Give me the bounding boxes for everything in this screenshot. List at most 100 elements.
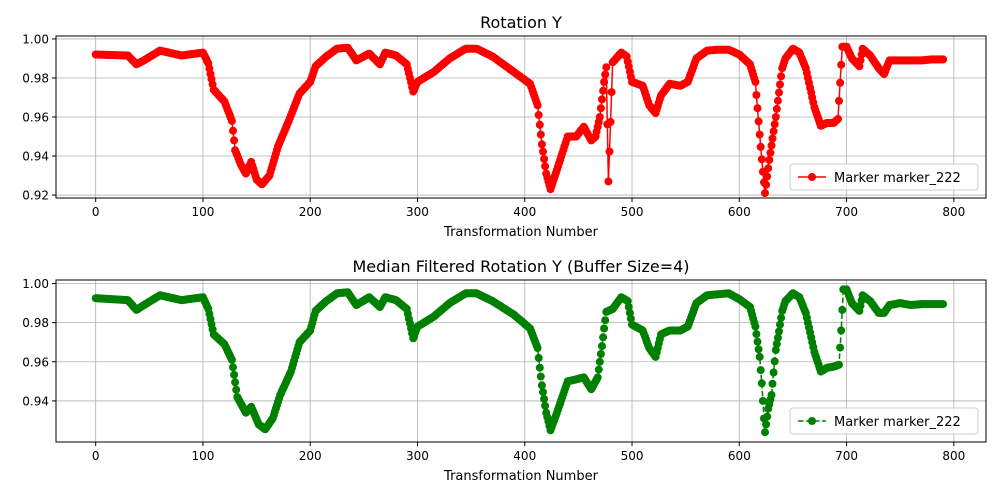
legend: Marker marker_222 [789, 163, 979, 191]
series-1 [91, 42, 948, 198]
data-point [755, 130, 764, 139]
x-tick-label: 300 [406, 449, 429, 463]
x-tick-label: 400 [513, 205, 536, 219]
data-point [540, 155, 549, 163]
data-point [775, 327, 783, 336]
data-point [770, 120, 779, 129]
x-tick-label: 700 [835, 205, 858, 219]
data-point [770, 357, 779, 366]
data-point [595, 113, 604, 121]
x-tick-label: 600 [728, 449, 751, 463]
data-point [595, 357, 604, 366]
data-point [838, 305, 847, 314]
y-tick-label: 0.98 [22, 71, 49, 85]
data-point [766, 148, 775, 157]
x-tick-label: 400 [513, 449, 536, 463]
legend-box [789, 407, 979, 435]
data-point [598, 95, 606, 104]
data-point [836, 78, 845, 87]
data-point [769, 127, 778, 136]
data-point [227, 355, 236, 364]
x-axis-label: Transformation Number [443, 469, 599, 484]
data-point [604, 177, 613, 186]
data-point [751, 77, 760, 86]
data-point [536, 130, 545, 139]
data-point [757, 379, 766, 388]
data-point [764, 164, 773, 173]
data-point [753, 337, 762, 346]
subplot-2: Marker marker_222 0 100 200 300 400 500 600 700 8… [22, 257, 987, 484]
data-point [752, 330, 761, 339]
data-point [602, 63, 611, 72]
x-tick-label: 200 [299, 205, 322, 219]
data-point [227, 116, 236, 125]
data-point [939, 300, 948, 309]
legend-box [789, 163, 979, 191]
data-point [600, 77, 609, 86]
x-tick-label: 800 [942, 449, 965, 463]
data-point [773, 333, 782, 342]
data-point [754, 345, 763, 354]
x-tick-label: 600 [728, 205, 751, 219]
data-point [623, 297, 632, 306]
data-point [601, 316, 610, 325]
data-point [757, 155, 766, 164]
data-point [231, 378, 240, 387]
y-tick-label: 0.92 [22, 189, 49, 203]
x-tick-label: 300 [406, 205, 429, 219]
data-point [536, 372, 545, 381]
x-tick-label: 0 [92, 449, 100, 463]
data-point [752, 91, 761, 99]
data-point [768, 134, 777, 143]
data-point [834, 115, 842, 123]
legend: Marker marker_222 [789, 407, 979, 435]
data-point [753, 104, 762, 113]
data-point [624, 303, 633, 311]
legend-label: Marker marker_222 [834, 171, 961, 186]
data-point [598, 342, 606, 351]
x-axis-label: Transformation Number [443, 225, 599, 240]
data-point [762, 420, 771, 429]
data-point [758, 396, 767, 405]
data-point [761, 428, 769, 437]
data-point [600, 324, 609, 333]
data-point [771, 346, 780, 354]
data-point [756, 366, 765, 375]
data-point [230, 136, 239, 145]
data-point [539, 388, 547, 397]
data-point [751, 322, 760, 331]
data-point [605, 147, 614, 156]
data-point [594, 365, 603, 374]
x-tick-label: 500 [621, 449, 644, 463]
data-point [534, 353, 543, 362]
y-tick-label: 0.94 [22, 150, 49, 164]
data-point [229, 126, 237, 135]
x-tick-label: 200 [299, 449, 322, 463]
data-point [230, 370, 239, 379]
legend-label: Marker marker_222 [834, 415, 961, 430]
y-tick-label: 0.96 [22, 355, 49, 369]
x-tick-label: 500 [621, 205, 644, 219]
data-point [537, 381, 546, 390]
data-point [601, 70, 610, 79]
data-point [768, 379, 777, 388]
data-point [535, 363, 544, 372]
chart-title: Median Filtered Rotation Y (Buffer Size=… [352, 257, 689, 276]
data-point [541, 401, 550, 410]
data-point [537, 140, 546, 149]
x-tick-label: 100 [192, 205, 215, 219]
data-point [837, 60, 846, 69]
data-point [835, 360, 843, 369]
data-point [762, 180, 771, 189]
y-tick-label: 0.96 [22, 111, 49, 125]
x-tick-label: 100 [192, 449, 215, 463]
data-point [534, 111, 543, 119]
data-point [777, 72, 786, 81]
data-point [755, 352, 764, 361]
data-point [855, 62, 864, 71]
axes-frame [55, 279, 987, 443]
data-point [539, 147, 547, 156]
series-1 [91, 285, 948, 437]
y-tick-label: 1.00 [22, 32, 49, 46]
